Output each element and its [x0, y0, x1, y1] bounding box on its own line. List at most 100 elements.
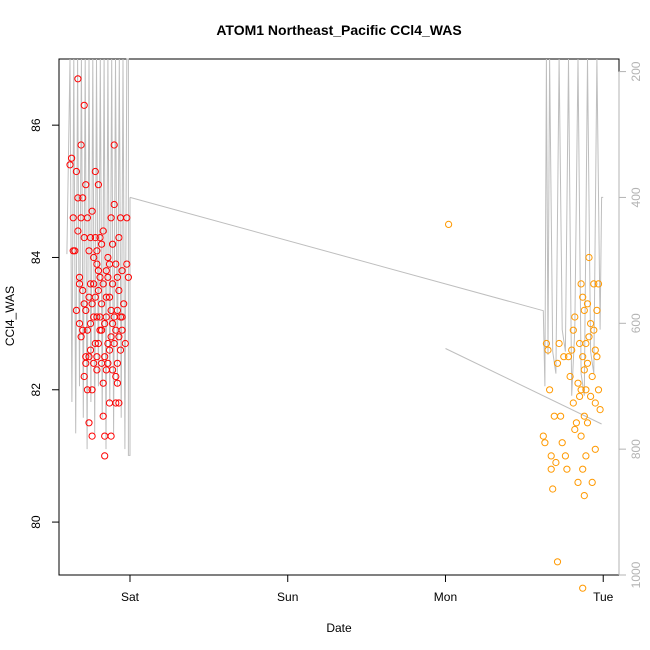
data-point-s1-29 — [83, 386, 92, 394]
data-point-s2-49 — [585, 253, 593, 262]
data-point-s1-4 — [69, 214, 77, 222]
data-point-s1-100 — [112, 260, 120, 268]
data-point-s1-6 — [72, 167, 81, 176]
data-point-s1-97 — [110, 200, 118, 209]
data-point-s2-62 — [594, 280, 603, 288]
data-point-s1-39 — [88, 432, 96, 440]
y2-tick-label-4: 800 — [629, 439, 643, 459]
data-point-s2-19 — [563, 465, 571, 473]
y-axis-label: CCl4_WAS — [3, 286, 17, 346]
data-point-s1-107 — [113, 379, 122, 387]
data-point-s2-56 — [590, 326, 598, 334]
data-point-s1-22 — [80, 300, 88, 308]
data-point-s1-111 — [115, 234, 123, 242]
data-point-s2-16 — [558, 439, 566, 447]
data-point-s1-17 — [79, 194, 87, 202]
y-tick-label-2: 82 — [29, 383, 43, 397]
data-point-s2-8 — [547, 452, 555, 460]
data-point-s1-34 — [85, 419, 93, 427]
data-point-s2-14 — [555, 339, 563, 348]
data-point-s1-102 — [112, 399, 120, 407]
data-point-s1-71 — [99, 227, 107, 235]
data-point-s1-116 — [118, 326, 126, 334]
data-point-s2-24 — [569, 399, 577, 407]
y2-tick-label-2: 400 — [629, 187, 643, 207]
data-point-s1-58 — [94, 267, 103, 275]
data-point-s1-26 — [82, 306, 90, 314]
data-point-s2-13 — [553, 359, 562, 367]
data-point-s2-41 — [580, 412, 588, 420]
data-point-s1-40 — [88, 300, 96, 308]
altitude-line-return — [445, 348, 602, 425]
data-point-s1-95 — [109, 240, 117, 248]
data-point-s2-36 — [579, 353, 587, 361]
data-point-s1-36 — [86, 346, 95, 354]
data-point-s1-122 — [124, 273, 132, 281]
data-point-s2-20 — [564, 353, 573, 361]
data-point-s2-47 — [583, 359, 592, 367]
data-point-s2-44 — [582, 386, 590, 394]
data-point-s1-9 — [74, 194, 82, 202]
data-point-s1-92 — [109, 280, 117, 288]
data-point-s1-74 — [101, 320, 109, 328]
data-point-s2-11 — [552, 458, 560, 467]
data-point-s2-51 — [587, 320, 595, 328]
data-point-s2-45 — [582, 452, 590, 460]
data-point-s2-33 — [577, 386, 585, 394]
data-point-s1-119 — [121, 339, 129, 348]
data-point-s1-86 — [105, 346, 114, 354]
data-point-s2-30 — [576, 339, 584, 348]
data-point-s2-35 — [579, 293, 587, 301]
y-axis: 80 82 84 86 — [29, 118, 60, 529]
data-point-s1-105 — [113, 359, 122, 367]
data-point-s2-21 — [566, 372, 574, 381]
data-point-s2-23 — [569, 326, 577, 334]
data-point-s1-108 — [115, 286, 123, 295]
data-point-s1-57 — [94, 286, 103, 295]
data-point-s2-34 — [577, 432, 585, 440]
data-point-s1-117 — [118, 313, 126, 321]
data-point-s2-64 — [596, 406, 604, 414]
data-point-s2-3 — [541, 439, 549, 447]
data-point-s1-120 — [123, 260, 131, 268]
x-tick-label-1: Sat — [121, 590, 140, 604]
data-point-s2-2 — [539, 432, 547, 440]
data-point-s1-14 — [77, 333, 85, 341]
data-point-s1-13 — [75, 273, 84, 281]
data-point-s2-37 — [579, 465, 587, 473]
data-point-s1-78 — [102, 267, 110, 275]
data-point-s1-62 — [96, 273, 104, 281]
y-tick-label-4: 86 — [29, 118, 43, 132]
data-point-s2-5 — [544, 346, 552, 354]
data-point-s1-110 — [115, 399, 123, 407]
data-point-s1-10 — [74, 227, 82, 235]
x-axis: Sat Sun Mon Tue — [121, 574, 614, 604]
data-point-s1-20 — [80, 101, 88, 109]
data-point-s1-70 — [99, 280, 107, 288]
data-point-s2-1 — [445, 220, 453, 228]
data-point-s2-26 — [571, 425, 579, 434]
data-point-s2-60 — [593, 306, 601, 314]
data-point-s1-42 — [88, 386, 96, 394]
x-tick-label-4: Tue — [593, 590, 614, 604]
data-point-s2-22 — [568, 346, 576, 354]
data-point-s1-115 — [118, 267, 126, 275]
data-point-s1-67 — [98, 326, 106, 334]
data-point-s1-24 — [82, 181, 90, 189]
data-point-s1-88 — [107, 214, 115, 222]
data-point-s1-72 — [101, 432, 109, 440]
data-point-s1-76 — [102, 293, 110, 301]
data-point-s1-54 — [93, 366, 101, 374]
data-point-s2-46 — [583, 300, 592, 308]
plot-frame — [58, 58, 620, 576]
data-point-s1-87 — [105, 293, 114, 301]
data-point-s1-32 — [85, 353, 93, 361]
data-point-s2-61 — [593, 353, 601, 361]
data-point-s1-16 — [77, 141, 85, 149]
data-point-s1-59 — [94, 339, 103, 348]
x-tick-label-2: Sun — [277, 590, 298, 604]
data-point-s2-39 — [580, 306, 588, 314]
data-point-s2-18 — [561, 452, 570, 460]
y-tick-label-1: 80 — [29, 515, 43, 529]
